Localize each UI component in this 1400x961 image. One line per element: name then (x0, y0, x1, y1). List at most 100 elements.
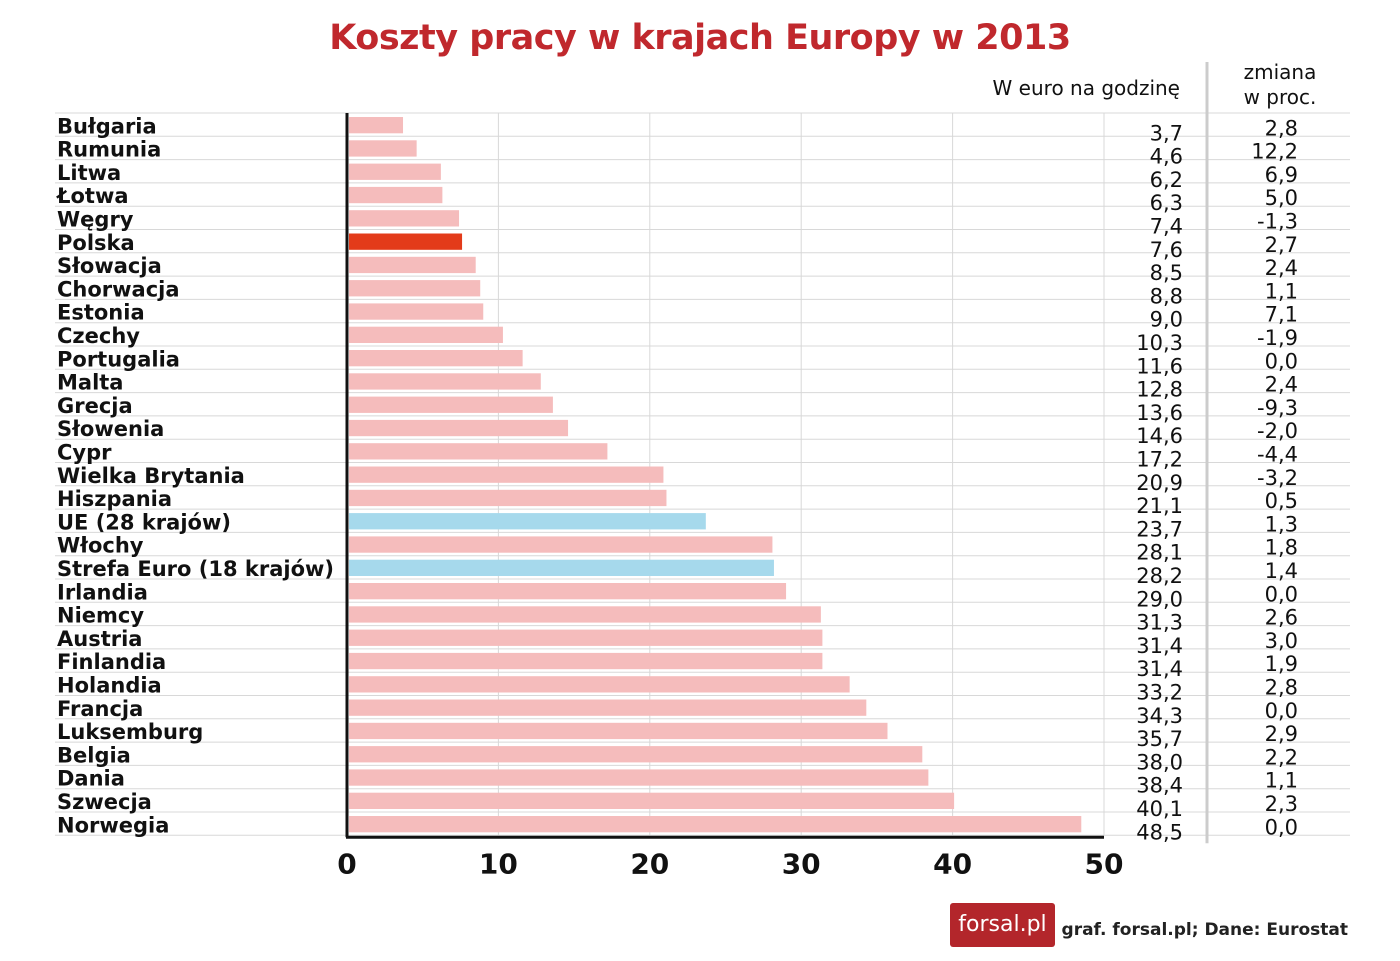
change-label: 2,8 (1265, 676, 1298, 700)
value-label: 33,2 (1136, 681, 1183, 705)
value-label: 28,2 (1136, 564, 1183, 588)
bar (349, 559, 774, 576)
change-label: -3,2 (1257, 466, 1298, 490)
change-label: 1,9 (1265, 652, 1298, 676)
change-label: 0,0 (1265, 699, 1298, 723)
bar (349, 769, 929, 786)
category-label: Norwegia (57, 813, 169, 837)
value-label: 34,3 (1136, 704, 1183, 728)
value-label: 11,6 (1136, 354, 1183, 378)
bar (349, 816, 1082, 833)
change-label: 2,4 (1265, 373, 1298, 397)
x-tick-label: 40 (933, 847, 972, 880)
bar (349, 233, 463, 250)
bar (349, 326, 503, 343)
change-label: -1,9 (1257, 326, 1298, 350)
category-label: Bułgaria (57, 114, 157, 138)
value-column-header: W euro na godzinę (992, 76, 1180, 100)
change-label: 5,0 (1265, 186, 1298, 210)
category-label: Rumunia (57, 138, 161, 162)
category-label: Malta (57, 371, 123, 395)
bar (349, 466, 664, 483)
change-label: 2,3 (1265, 792, 1298, 816)
category-label: Grecja (57, 394, 133, 418)
bar (349, 117, 404, 134)
category-label: Szwecja (57, 790, 152, 814)
change-label: 12,2 (1251, 140, 1298, 164)
bar (349, 443, 608, 460)
bar (349, 256, 476, 274)
value-label: 7,4 (1150, 215, 1183, 239)
change-label: 2,9 (1265, 722, 1298, 746)
category-label: Niemcy (57, 604, 144, 628)
category-label: Holandia (57, 674, 162, 698)
value-label: 29,0 (1136, 587, 1183, 611)
category-label: Słowacja (57, 254, 162, 278)
change-label: 1,1 (1265, 279, 1298, 303)
value-label: 7,6 (1150, 238, 1183, 262)
change-label: 1,3 (1265, 512, 1298, 536)
bar (349, 606, 821, 623)
x-tick-label: 10 (479, 847, 518, 880)
change-label: 6,9 (1265, 163, 1298, 187)
bar (349, 513, 706, 530)
change-label: 1,8 (1265, 536, 1298, 560)
value-label: 17,2 (1136, 448, 1183, 472)
x-tick-label: 50 (1085, 847, 1124, 880)
value-label: 23,7 (1136, 517, 1183, 541)
value-label: 6,2 (1150, 168, 1183, 192)
value-label: 8,5 (1150, 261, 1183, 285)
x-tick-label: 30 (782, 847, 821, 880)
value-label: 20,9 (1136, 471, 1183, 495)
value-label: 35,7 (1136, 727, 1183, 751)
value-label: 3,7 (1150, 121, 1183, 145)
change-label: -4,4 (1257, 443, 1298, 467)
bar (349, 373, 541, 390)
category-label: Łotwa (56, 184, 129, 208)
value-label: 38,0 (1136, 750, 1183, 774)
change-label: 3,0 (1265, 629, 1298, 653)
category-label: Irlandia (57, 580, 148, 604)
category-label: Austria (57, 627, 142, 651)
change-label: -9,3 (1257, 396, 1298, 420)
category-label: Francja (57, 697, 143, 721)
value-label: 21,1 (1136, 494, 1183, 518)
bar (349, 186, 443, 204)
change-label: 1,4 (1265, 559, 1298, 583)
bar (349, 652, 823, 670)
bar (349, 746, 923, 763)
value-label: 31,4 (1136, 657, 1183, 681)
bar (349, 583, 787, 600)
category-label: Słowenia (57, 417, 164, 441)
category-label: Strefa Euro (18 krajów) (57, 557, 334, 581)
bar (349, 699, 867, 716)
bar (349, 629, 823, 646)
category-label: Finlandia (57, 650, 166, 674)
change-label: 1,1 (1265, 769, 1298, 793)
bar (349, 280, 481, 297)
change-label: 0,5 (1265, 489, 1298, 513)
category-label: Hiszpania (57, 487, 172, 511)
value-label: 8,8 (1150, 284, 1183, 308)
bar (349, 303, 484, 320)
category-label: Polska (57, 231, 135, 255)
grid (55, 62, 1350, 844)
bar (349, 489, 667, 507)
change-label: 0,0 (1265, 582, 1298, 606)
value-label: 4,6 (1150, 145, 1183, 169)
value-label: 6,3 (1150, 191, 1183, 215)
bar (349, 396, 553, 413)
change-header-line2: w proc. (1243, 85, 1317, 109)
x-tick-label: 0 (337, 847, 356, 880)
bar (349, 163, 441, 180)
change-label: 7,1 (1265, 303, 1298, 327)
bar (349, 210, 460, 227)
category-label: Włochy (57, 534, 144, 558)
bar (349, 792, 955, 809)
value-label: 31,3 (1136, 611, 1183, 635)
bar (349, 140, 417, 157)
category-label: Chorwacja (57, 277, 180, 301)
bar (349, 536, 773, 553)
